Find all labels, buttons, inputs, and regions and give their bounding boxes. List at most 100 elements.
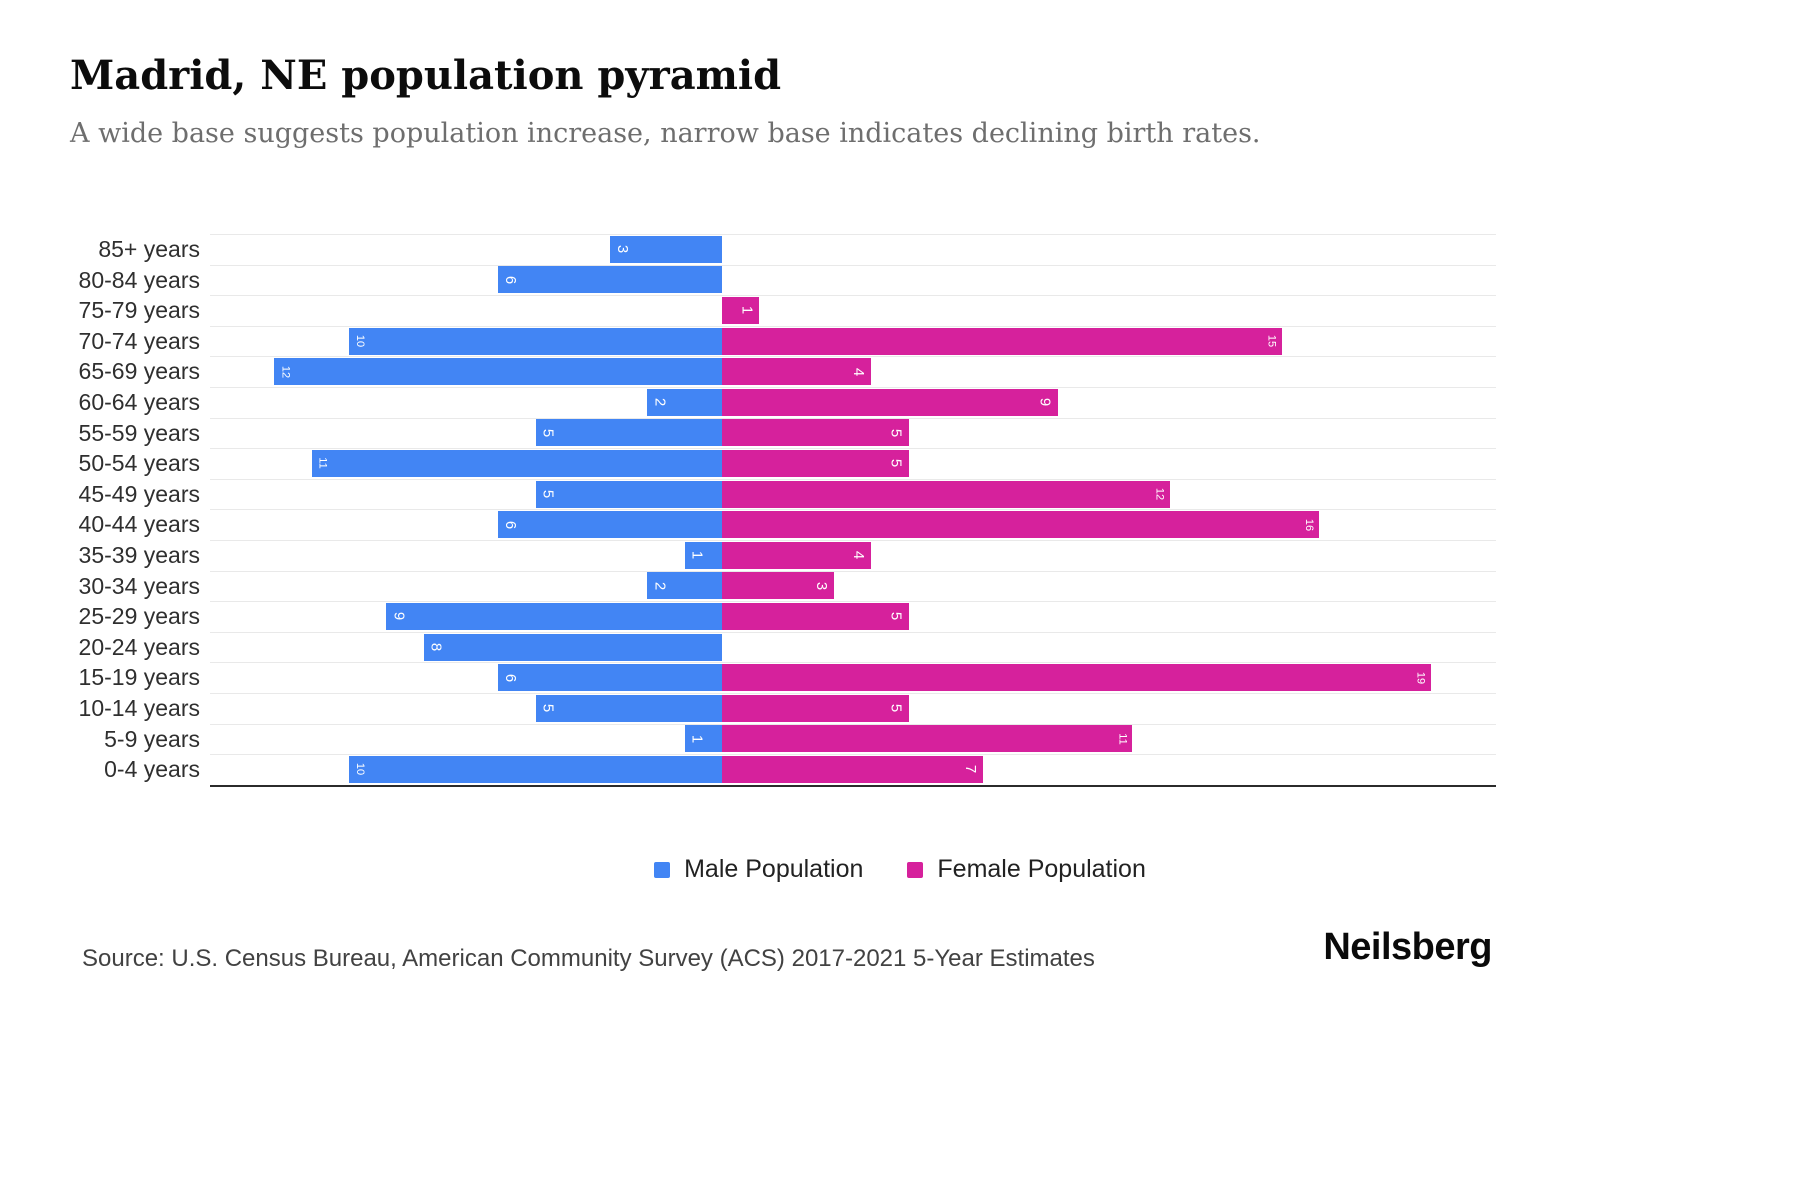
row-plot: 1 11 [210, 724, 1496, 755]
bar-value-label: 5 [887, 428, 905, 438]
bar-value-label: 12 [279, 365, 292, 378]
bar-value-label: 10 [354, 763, 366, 776]
male-bar[interactable]: 5 [535, 694, 722, 722]
bar-value-label: 6 [502, 520, 520, 529]
male-bar[interactable]: 1 [684, 725, 722, 753]
female-bar[interactable]: 1 [722, 296, 760, 324]
female-bar[interactable]: 15 [722, 327, 1282, 355]
bar-value-label: 5 [539, 428, 557, 438]
gridline [210, 387, 1496, 388]
bar-value-label: 1 [688, 551, 706, 560]
pyramid-row: 5-9 years 1 11 [50, 724, 1496, 755]
bar-value-label: 2 [651, 581, 669, 590]
male-bar[interactable]: 11 [311, 449, 722, 477]
male-bar[interactable]: 6 [498, 664, 722, 692]
male-bar[interactable]: 9 [386, 602, 722, 630]
female-bar[interactable]: 12 [722, 480, 1170, 508]
female-bar[interactable]: 9 [722, 388, 1058, 416]
legend-label-female: Female Population [937, 855, 1146, 883]
row-plot: 6 16 [210, 509, 1496, 540]
male-bar[interactable]: 2 [647, 388, 722, 416]
female-bar[interactable]: 19 [722, 664, 1431, 692]
gridline [210, 234, 1496, 235]
male-bar[interactable]: 12 [274, 358, 722, 386]
pyramid-row: 15-19 years 6 19 [50, 662, 1496, 693]
bar-value-label: 16 [1302, 518, 1315, 531]
male-bar[interactable]: 10 [349, 755, 722, 783]
male-legend-marker-icon [654, 861, 671, 878]
category-label: 5-9 years [104, 725, 200, 752]
pyramid-row: 75-79 years 1 [50, 295, 1496, 326]
male-bar[interactable]: 2 [647, 572, 722, 600]
male-bar[interactable]: 1 [684, 541, 722, 569]
x-axis-line [210, 785, 1496, 787]
gridline [210, 478, 1496, 480]
gridline [210, 631, 1496, 633]
category-label: 20-24 years [78, 633, 200, 660]
pyramid-row: 30-34 years 2 3 [50, 571, 1496, 602]
female-bar[interactable]: 5 [722, 419, 909, 447]
legend-label-male: Male Population [684, 855, 864, 883]
pyramid-row: 20-24 years 8 [50, 632, 1496, 663]
male-bar[interactable]: 8 [423, 633, 722, 661]
neilsberg-logo: Neilsberg [1323, 926, 1492, 968]
bar-value-label: 10 [354, 334, 366, 348]
female-bar[interactable]: 4 [722, 541, 872, 569]
row-plot: 10 7 [210, 754, 1496, 785]
female-bar[interactable]: 3 [722, 572, 834, 600]
pyramid-rows: 85+ years 3 80-84 years 6 75-79 years 1 70-74 … [50, 234, 1496, 785]
category-label: 0-4 years [104, 756, 200, 783]
bar-value-label: 5 [539, 704, 557, 713]
bar-value-label: 11 [316, 457, 329, 470]
male-bar[interactable]: 3 [610, 235, 722, 263]
male-bar[interactable]: 10 [349, 327, 722, 355]
category-label: 55-59 years [78, 419, 200, 446]
female-bar[interactable]: 5 [722, 449, 909, 477]
legend-item-male[interactable]: Male Population [654, 855, 863, 884]
pyramid-row: 60-64 years 2 9 [50, 387, 1496, 418]
pyramid-row: 25-29 years 9 5 [50, 601, 1496, 632]
female-bar[interactable]: 4 [722, 358, 872, 386]
male-bar[interactable]: 6 [498, 266, 722, 294]
legend-item-female[interactable]: Female Population [907, 855, 1146, 884]
category-label: 80-84 years [78, 266, 200, 293]
category-label: 30-34 years [78, 572, 200, 599]
bar-value-label: 19 [1414, 671, 1427, 684]
gridline [210, 693, 1496, 694]
row-plot: 6 19 [210, 662, 1496, 693]
row-plot: 12 4 [210, 356, 1496, 387]
male-bar[interactable]: 5 [535, 480, 722, 508]
female-bar[interactable]: 16 [722, 511, 1319, 539]
row-plot: 10 15 [210, 326, 1496, 357]
gridline [210, 662, 1496, 664]
female-bar[interactable]: 5 [722, 694, 909, 722]
bar-value-label: 1 [738, 306, 756, 315]
bar-value-label: 4 [850, 551, 868, 560]
female-bar[interactable]: 5 [722, 602, 909, 630]
bar-value-label: 3 [812, 581, 830, 590]
gridline [210, 509, 1496, 511]
female-bar[interactable]: 11 [722, 725, 1133, 753]
row-plot: 11 5 [210, 448, 1496, 479]
bar-value-label: 1 [688, 734, 706, 743]
male-bar[interactable]: 6 [498, 511, 722, 539]
category-label: 15-19 years [78, 664, 200, 691]
category-label: 50-54 years [78, 450, 200, 477]
category-label: 85+ years [98, 236, 200, 262]
bar-value-label: 15 [1265, 334, 1278, 348]
gridline [210, 570, 1496, 572]
bar-value-label: 12 [1153, 487, 1166, 501]
bar-value-label: 5 [887, 612, 905, 621]
male-bar[interactable]: 5 [535, 419, 722, 447]
category-label: 70-74 years [78, 327, 200, 354]
bar-value-label: 11 [1116, 733, 1129, 745]
gridline [210, 540, 1496, 541]
category-label: 65-69 years [78, 358, 200, 385]
female-bar[interactable]: 7 [722, 755, 984, 783]
gridline [210, 754, 1496, 756]
pyramid-row: 0-4 years 10 7 [50, 754, 1496, 785]
